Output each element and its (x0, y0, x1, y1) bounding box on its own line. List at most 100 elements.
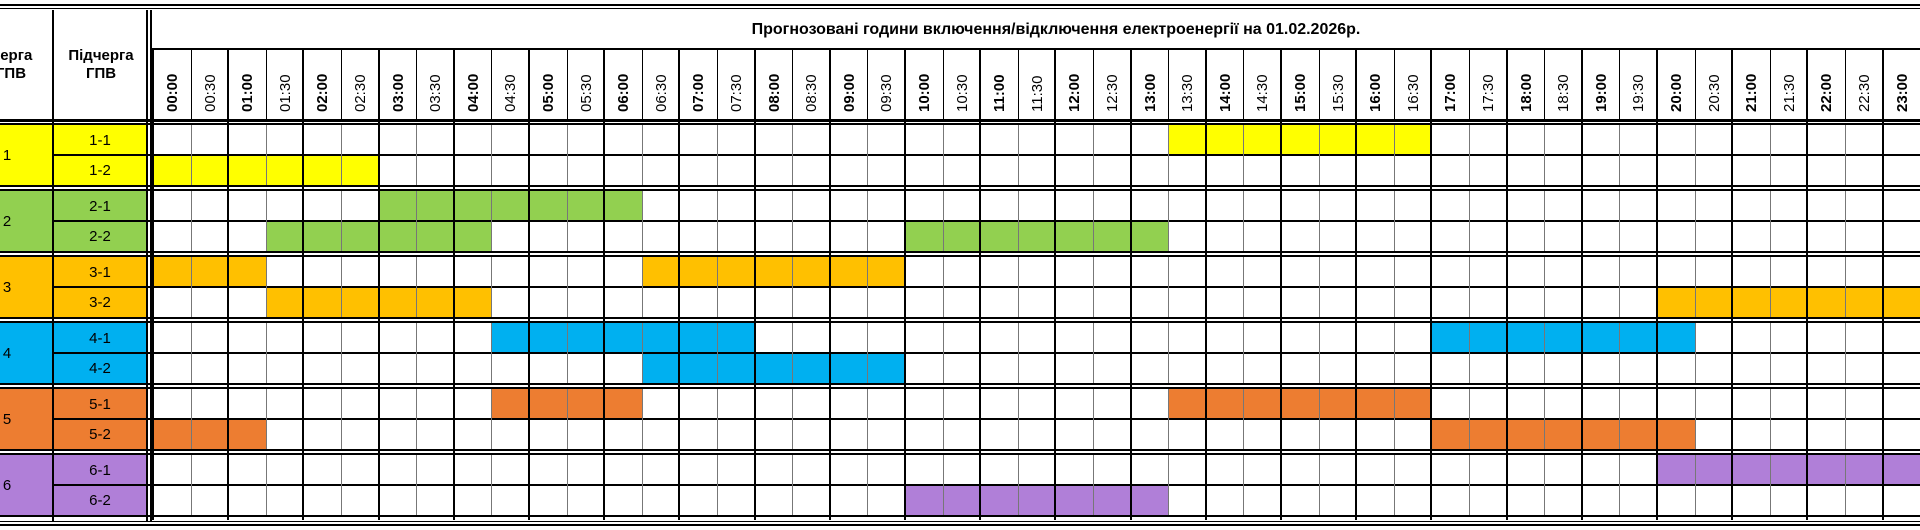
outage-block (1168, 389, 1432, 419)
half-hour-line (1544, 257, 1546, 287)
half-hour-line (1093, 221, 1094, 251)
half-hour-line (717, 221, 718, 251)
half-hour-line (1544, 419, 1546, 449)
half-hour-line (341, 125, 342, 155)
outage-block (1657, 455, 1920, 485)
row-line (0, 123, 1920, 125)
time-label: 16:00 (1367, 73, 1385, 112)
half-hour-line (1318, 323, 1320, 353)
half-hour-line (1845, 419, 1846, 449)
half-hour-line (416, 485, 418, 515)
half-hour-line (1243, 485, 1245, 515)
outage-block (641, 257, 905, 287)
half-hour-line (792, 257, 794, 287)
subqueue-cell (54, 287, 146, 317)
half-hour-line (1318, 48, 1320, 122)
time-label: 00:30 (201, 74, 219, 112)
half-hour-line (1393, 455, 1395, 485)
half-hour-line (341, 287, 342, 317)
subqueue-cell (54, 155, 146, 185)
half-hour-line (641, 389, 643, 419)
outage-block (1431, 419, 1695, 449)
half-hour-line (190, 191, 192, 221)
row-line (0, 387, 1920, 389)
half-hour-line (1694, 221, 1696, 251)
hour-line (1505, 48, 1508, 520)
half-hour-line (1544, 323, 1546, 353)
time-label: 06:30 (652, 74, 670, 112)
half-hour-line (1318, 455, 1320, 485)
half-hour-line (1469, 155, 1470, 185)
hour-line (452, 48, 455, 520)
half-hour-line (1619, 287, 1621, 317)
time-label: 07:30 (728, 74, 745, 112)
half-hour-line (1769, 323, 1771, 353)
queue-label: 6 (2, 476, 12, 494)
hour-line (828, 48, 831, 520)
half-hour-line (416, 191, 418, 221)
subqueue-label: 6-1 (89, 461, 111, 479)
subrow-line (54, 154, 1920, 156)
half-hour-line (566, 419, 568, 449)
hour-line (603, 48, 606, 520)
half-hour-line (1469, 191, 1470, 221)
queue-cell (0, 125, 52, 185)
half-hour-line (341, 455, 342, 485)
half-hour-line (1393, 48, 1395, 122)
subqueue-cell (54, 353, 146, 383)
time-label: 12:30 (1104, 74, 1121, 112)
half-hour-line (1318, 257, 1320, 287)
half-hour-line (265, 455, 267, 485)
schedule-title: Прогнозовані години включення/відключенн… (751, 21, 1361, 38)
half-hour-line (491, 257, 493, 287)
time-label: 07:00 (690, 73, 708, 112)
time-label: 22:30 (1856, 74, 1873, 112)
half-hour-line (1017, 419, 1019, 449)
time-label: 04:00 (464, 73, 482, 112)
half-hour-line (190, 48, 192, 122)
half-hour-line (566, 323, 568, 353)
subqueue-cell (54, 221, 146, 251)
row-line (0, 321, 1920, 323)
half-hour-line (265, 353, 267, 383)
queue-label: 2 (2, 212, 12, 230)
time-label: 04:30 (502, 74, 520, 112)
half-hour-line (1168, 191, 1170, 221)
half-hour-line (1243, 221, 1245, 251)
half-hour-line (1469, 419, 1470, 449)
subqueue-label: 6-2 (89, 491, 111, 509)
subqueue-cell (54, 257, 146, 287)
half-hour-line (566, 455, 568, 485)
half-hour-line (1845, 221, 1846, 251)
half-hour-line (1544, 191, 1546, 221)
half-hour-line (942, 485, 944, 515)
half-hour-line (1694, 353, 1696, 383)
subqueue-label: 5-2 (89, 425, 111, 443)
half-hour-line (1845, 323, 1846, 353)
half-hour-line (641, 353, 643, 383)
half-hour-line (566, 353, 568, 383)
half-hour-line (1769, 485, 1771, 515)
half-hour-line (341, 323, 342, 353)
half-hour-line (1093, 485, 1094, 515)
half-hour-line (1769, 353, 1771, 383)
hour-line (1430, 48, 1433, 520)
hour-line (1580, 48, 1583, 520)
time-label: 18:30 (1555, 74, 1573, 112)
half-hour-line (867, 353, 869, 383)
half-hour-line (867, 191, 869, 221)
half-hour-line (265, 419, 267, 449)
half-hour-line (942, 323, 944, 353)
half-hour-line (1845, 389, 1846, 419)
half-hour-line (1694, 455, 1696, 485)
subqueue-label: 4-2 (89, 359, 111, 377)
time-label: 15:00 (1292, 73, 1309, 112)
half-hour-line (1393, 389, 1395, 419)
half-hour-line (1168, 48, 1170, 122)
half-hour-line (1694, 257, 1696, 287)
half-hour-line (491, 353, 493, 383)
half-hour-line (265, 287, 267, 317)
half-hour-line (1168, 257, 1170, 287)
half-hour-line (265, 323, 267, 353)
